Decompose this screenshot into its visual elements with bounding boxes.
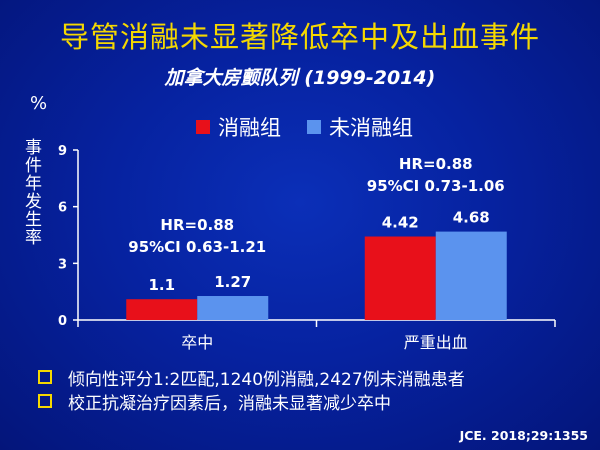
data-label: 1.27 — [214, 273, 251, 291]
legend-swatch-ablation — [196, 120, 210, 134]
bullet-box-icon — [38, 394, 52, 408]
data-label: 4.68 — [453, 209, 490, 227]
hr-annotation: HR=0.88 — [160, 216, 234, 234]
x-tick-label: 严重出血 — [404, 333, 468, 352]
bullet-text: 校正抗凝治疗因素后，消融未显著减少卒中 — [68, 393, 391, 414]
ci-annotation: 95%CI 0.73-1.06 — [367, 177, 505, 195]
y-axis-label: 事件年发生率 — [21, 138, 41, 246]
slide-title: 导管消融未显著降低卒中及出血事件 — [59, 20, 540, 54]
legend-item-no-ablation: 未消融组 — [307, 112, 413, 142]
bar-no-ablation — [197, 296, 269, 320]
bullet-list: 倾向性评分1:2匹配,1240例消融,2427例未消融患者 校正抗凝治疗因素后，… — [38, 365, 465, 414]
y-tick-label: 6 — [58, 201, 67, 216]
unit-label: % — [30, 93, 48, 114]
y-tick-label: 9 — [58, 144, 67, 159]
x-tick-label: 卒中 — [181, 333, 213, 352]
bar-ablation — [364, 236, 436, 320]
bullet-item: 倾向性评分1:2匹配,1240例消融,2427例未消融患者 — [38, 365, 465, 390]
legend-label-no-ablation: 未消融组 — [329, 116, 413, 140]
legend-item-ablation: 消融组 — [196, 112, 281, 142]
data-label: 1.1 — [148, 276, 175, 294]
y-tick-label: 3 — [58, 257, 67, 272]
chart-legend: 消融组 未消融组 — [196, 112, 439, 142]
citation: JCE. 2018;29:1355 — [459, 428, 588, 443]
slide-subtitle: 加拿大房颤队列 (1999-2014) — [164, 67, 436, 89]
bullet-item: 校正抗凝治疗因素后，消融未显著减少卒中 — [38, 389, 465, 414]
bar-no-ablation — [435, 231, 507, 320]
hr-annotation: HR=0.88 — [399, 155, 473, 173]
ci-annotation: 95%CI 0.63-1.21 — [128, 238, 266, 256]
legend-swatch-no-ablation — [307, 120, 321, 134]
legend-label-ablation: 消融组 — [218, 116, 281, 140]
bullet-box-icon — [38, 370, 52, 384]
bar-ablation — [126, 299, 198, 320]
bullet-text: 倾向性评分1:2匹配,1240例消融,2427例未消融患者 — [68, 369, 465, 390]
data-label: 4.42 — [382, 214, 419, 232]
y-tick-label: 0 — [58, 314, 67, 329]
